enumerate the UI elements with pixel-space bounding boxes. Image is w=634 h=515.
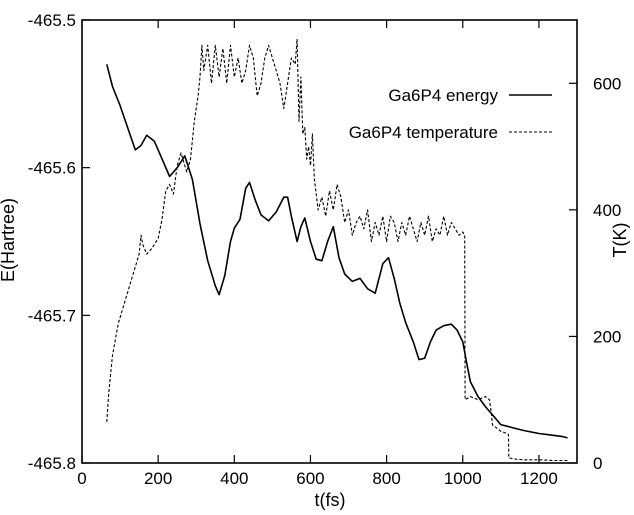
y-tick-label: -465.7 (28, 306, 76, 325)
x-axis-label: t(fs) (315, 490, 346, 510)
y2-axis-label: T(K) (610, 223, 630, 258)
y-axis-left: -465.8 -465.7 -465.6 -465.5 (28, 11, 90, 473)
energy-series-line (106, 64, 568, 439)
x-tick-label: 800 (372, 469, 400, 488)
y-tick-label: -465.5 (28, 11, 76, 30)
y-axis-label: E(Hartree) (0, 198, 18, 282)
y2-tick-label: 600 (593, 74, 621, 93)
plot-frame (81, 19, 578, 464)
x-tick-label: 600 (296, 469, 324, 488)
y-tick-label: -465.6 (28, 159, 76, 178)
legend: Ga6P4 energy Ga6P4 temperature (349, 86, 552, 142)
legend-label: Ga6P4 energy (388, 86, 498, 105)
y2-tick-label: 0 (593, 454, 602, 473)
x-tick-label: 1000 (444, 469, 482, 488)
x-tick-label: 200 (144, 469, 172, 488)
y2-tick-label: 200 (593, 327, 621, 346)
temperature-series-line (106, 38, 568, 462)
y-tick-label: -465.8 (28, 454, 76, 473)
y-axis-right: 0 200 400 600 (569, 74, 621, 473)
x-axis: 0 200 400 600 800 1000 1200 (77, 20, 558, 488)
series-layer (106, 38, 568, 462)
legend-label: Ga6P4 temperature (349, 123, 498, 142)
x-tick-label: 1200 (520, 469, 558, 488)
x-tick-label: 0 (77, 469, 86, 488)
x-tick-label: 400 (220, 469, 248, 488)
y2-tick-label: 400 (593, 201, 621, 220)
